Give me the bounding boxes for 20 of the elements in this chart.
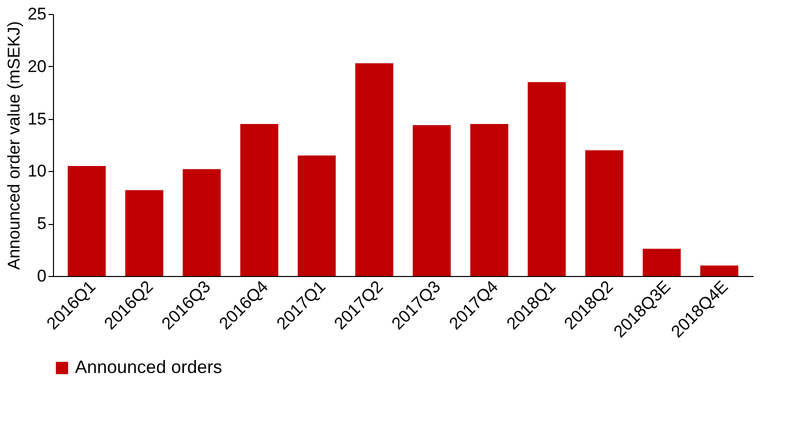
bar — [642, 248, 681, 276]
y-tick-label: 15 — [28, 109, 46, 128]
y-axis-title: Announced order value (mSEKJ) — [4, 21, 24, 270]
bar — [470, 124, 508, 276]
y-tick-label: 10 — [28, 162, 46, 181]
bar — [182, 169, 221, 276]
bar — [700, 266, 738, 276]
legend-label: Announced orders — [75, 357, 222, 377]
bar — [68, 166, 106, 276]
bar — [298, 155, 336, 276]
bar — [412, 125, 451, 276]
y-tick-label: 5 — [37, 214, 46, 234]
bar — [528, 82, 566, 276]
bar — [585, 150, 624, 276]
bar — [125, 190, 164, 276]
bar — [355, 63, 394, 276]
y-tick-label: 0 — [37, 266, 46, 286]
bar — [240, 124, 278, 276]
y-tick-label: 25 — [28, 4, 46, 24]
y-tick-label: 20 — [28, 56, 46, 76]
